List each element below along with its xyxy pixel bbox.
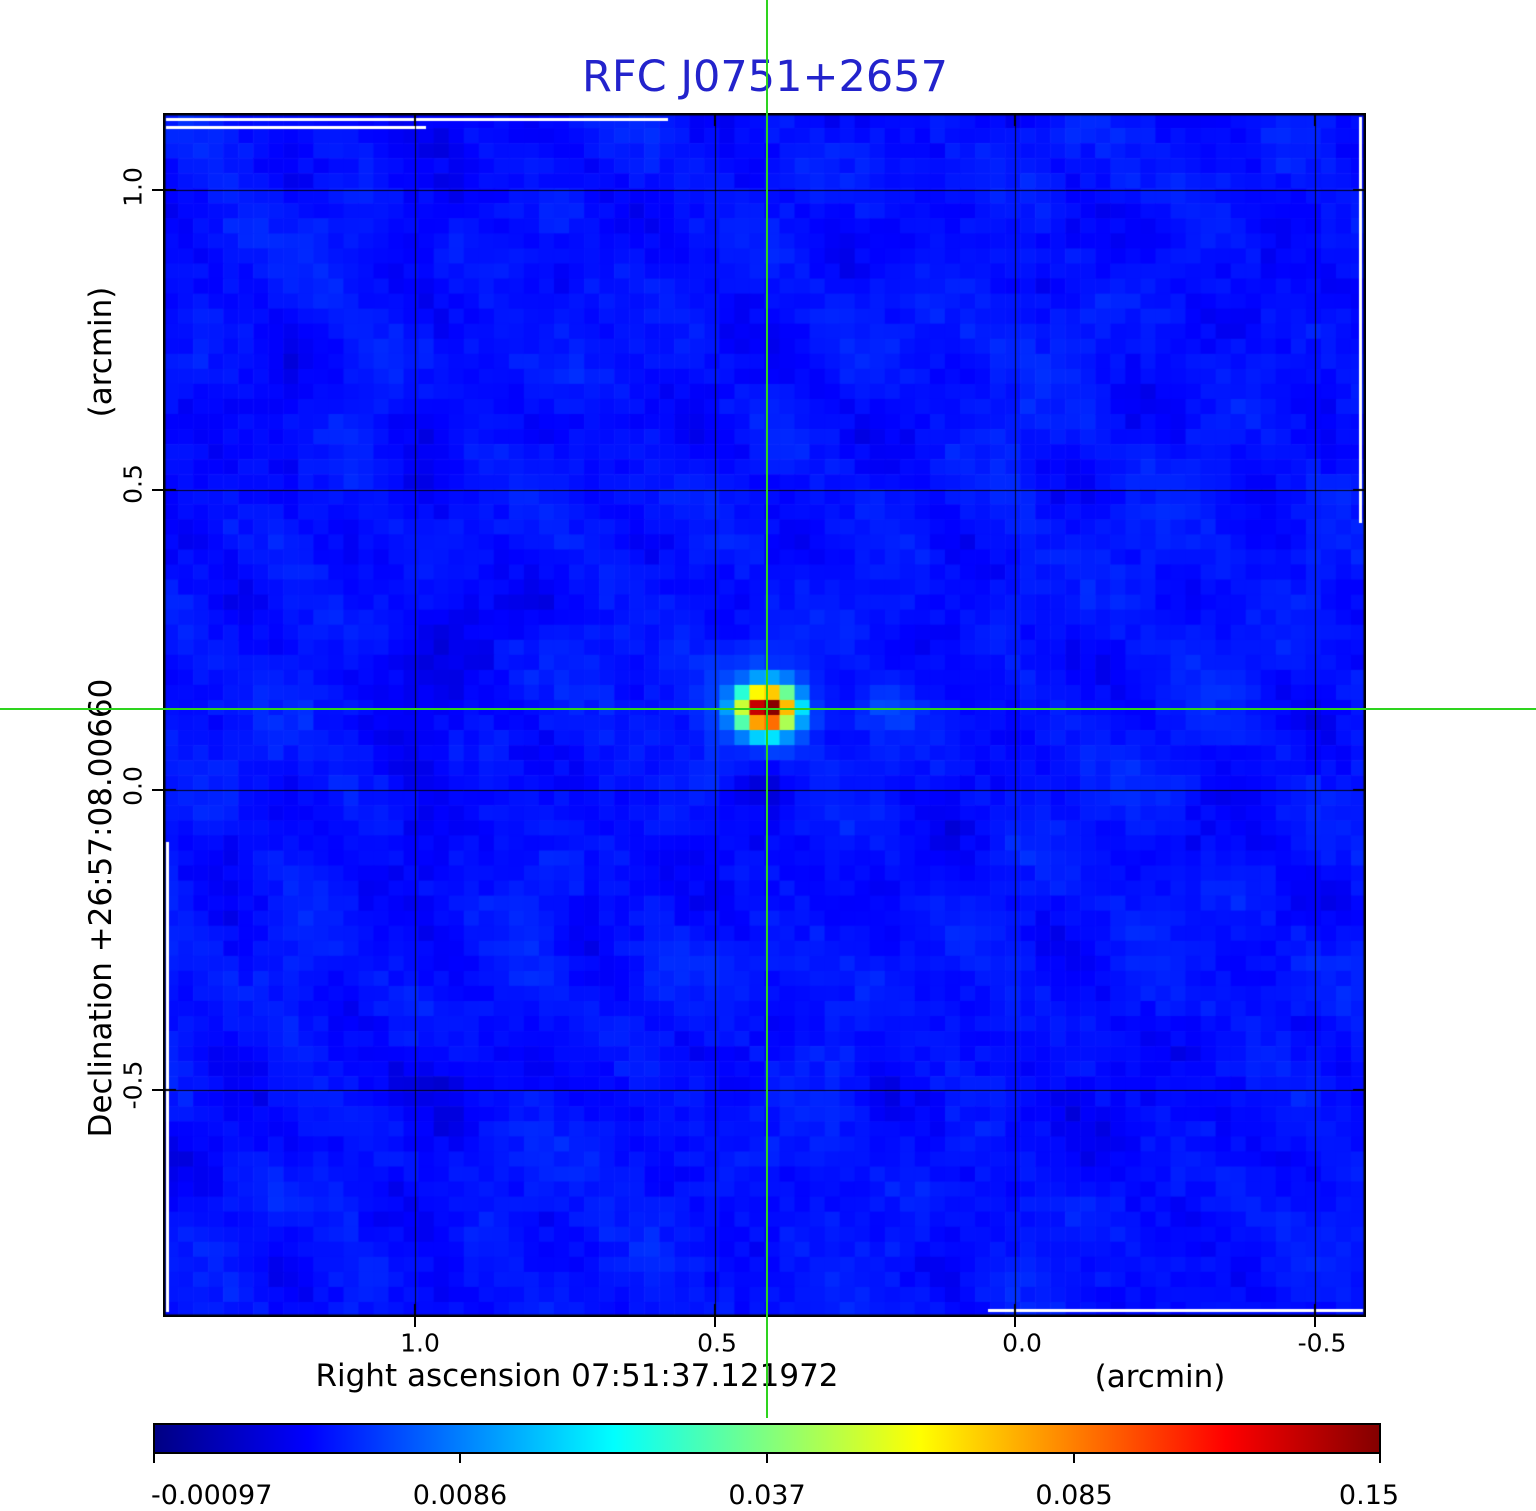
x-axis-tick-mark (414, 1317, 416, 1327)
colorbar-tick-label: 0.0086 (412, 1480, 508, 1511)
y-axis-tick-mark (152, 489, 163, 491)
x-tick-label: 0.5 (697, 1328, 737, 1358)
y-tick-label: 0.5 (118, 464, 148, 504)
crosshair-horizontal-line (0, 708, 1536, 710)
colorbar-tick-label: 0.085 (1035, 1480, 1113, 1511)
colorbar (153, 1423, 1381, 1454)
sky-map-canvas (163, 113, 1366, 1317)
x-tick-label: -0.5 (1297, 1328, 1347, 1358)
y-axis-tick-mark (152, 1089, 163, 1091)
colorbar-tick-mark (153, 1454, 155, 1463)
y-tick-label: -0.5 (118, 1060, 148, 1110)
x-axis-unit-label: (arcmin) (1094, 1359, 1226, 1395)
y-tick-label: 1.0 (118, 167, 148, 207)
y-tick-label: 0.0 (118, 766, 148, 806)
colorbar-tick-mark (1379, 1454, 1381, 1463)
x-axis-label: Right ascension 07:51:37.121972 (315, 1358, 839, 1394)
y-axis-tick-mark (152, 189, 163, 191)
colorbar-tick-label: 0.15 (1338, 1480, 1400, 1511)
colorbar-tick-mark (766, 1454, 768, 1463)
colorbar-tick-label: -0.00097 (151, 1480, 273, 1511)
colorbar-tick-mark (459, 1454, 461, 1463)
y-axis-unit-label: (arcmin) (83, 286, 119, 418)
x-tick-label: 1.0 (400, 1328, 440, 1358)
colorbar-tick-label: 0.037 (728, 1480, 806, 1511)
y-axis-label: Declination +26:57:08.00660 (83, 678, 119, 1138)
x-axis-tick-mark (714, 1317, 716, 1327)
x-axis-tick-mark (1014, 1317, 1016, 1327)
y-axis-tick-mark (152, 789, 163, 791)
page-title: RFC J0751+2657 (582, 52, 948, 102)
x-tick-label: 0.0 (1002, 1328, 1042, 1358)
x-axis-tick-mark (1314, 1317, 1316, 1327)
colorbar-tick-mark (1073, 1454, 1075, 1463)
